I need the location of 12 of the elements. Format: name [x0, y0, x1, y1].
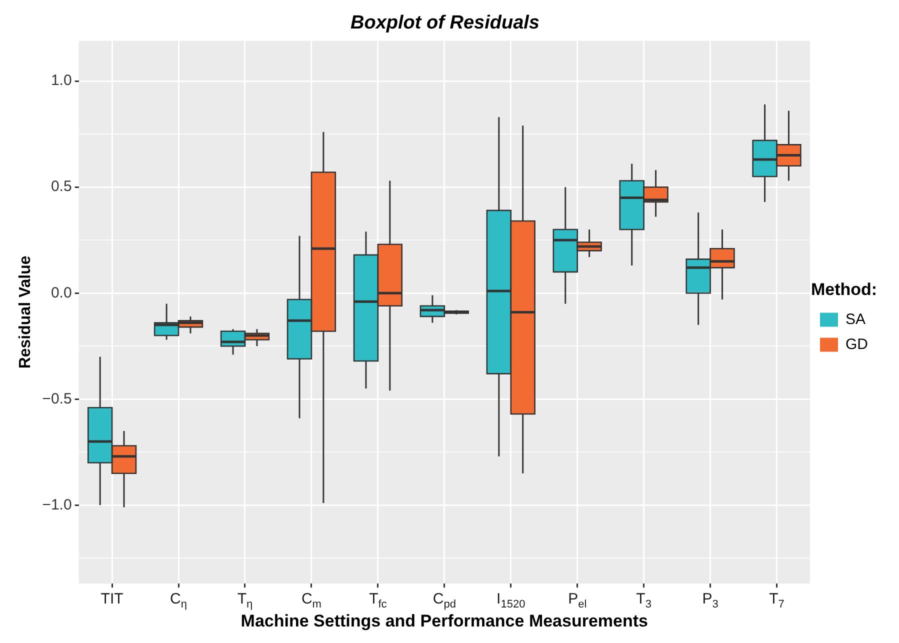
y-tick-label: −0.5	[42, 390, 72, 408]
legend-title: Method:	[810, 280, 878, 299]
y-tick-label: −1.0	[42, 496, 72, 514]
y-axis-title: Residual Value	[17, 256, 34, 369]
legend-label: SA	[846, 310, 866, 328]
y-tick-label: 0.0	[50, 284, 72, 302]
x-tick-label: TIT	[100, 590, 124, 608]
y-tick-label: 0.5	[50, 178, 72, 196]
y-tick-label: 1.0	[50, 72, 72, 90]
legend-label: GD	[846, 336, 868, 353]
chart-title: Boxplot of Residuals	[350, 12, 540, 34]
x-axis-title: Machine Settings and Performance Measurements	[240, 611, 648, 630]
